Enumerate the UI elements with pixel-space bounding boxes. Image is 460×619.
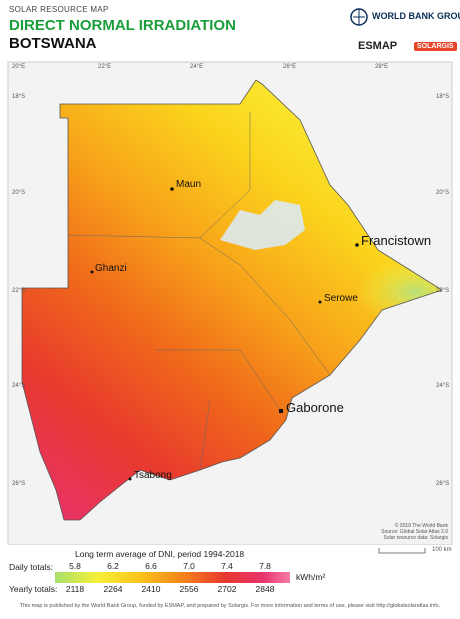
legend-title: Long term average of DNI, period 1994-20… [75, 549, 245, 559]
yearly-value: 2702 [217, 584, 237, 594]
city-label: Gaborone [286, 400, 344, 415]
lat-label: 24°S [436, 383, 449, 389]
yearly-label: Yearly totals: [9, 584, 58, 594]
wb-logo [350, 8, 368, 26]
lat-label: 22°S [12, 288, 25, 294]
daily-value: 7.4 [221, 561, 233, 571]
district-lines [67, 112, 331, 471]
yearly-value: 2410 [141, 584, 161, 594]
daily-value: 7.8 [259, 561, 271, 571]
credit: © 2019 The World Bank [395, 522, 449, 529]
lat-label: 20°S [436, 190, 449, 196]
country: BOTSWANA [9, 35, 97, 52]
title: DIRECT NORMAL IRRADIATION [9, 17, 236, 34]
map: 20°E 22°E 24°E 26°E 28°E 18°S 18°S 20°S … [7, 61, 453, 545]
city-label: Ghanzi [95, 263, 127, 274]
lat-label: 18°S [12, 94, 25, 100]
lon-label: 28°E [375, 64, 388, 70]
logo-solargis: SOLARGIS [414, 42, 457, 51]
scale-label: 100 km [432, 547, 452, 553]
lat-label: 26°S [436, 481, 449, 487]
credit: Source: Global Solar Atlas 2.0 [381, 529, 448, 535]
city-label: Francistown [361, 233, 431, 248]
daily-value: 5.8 [69, 561, 81, 571]
scale-bar [378, 548, 426, 554]
legend-colorbar [55, 572, 290, 583]
lon-label: 22°E [98, 64, 111, 70]
logo-worldbank: WORLD BANK GROUP [372, 11, 460, 21]
daily-label: Daily totals: [9, 562, 53, 572]
lat-label: 26°S [12, 481, 25, 487]
city-label: Serowe [324, 293, 358, 304]
supertitle: SOLAR RESOURCE MAP [9, 5, 109, 14]
yearly-value: 2118 [65, 584, 85, 594]
lat-label: 20°S [12, 190, 25, 196]
city-label: Tsabong [134, 470, 172, 481]
lon-label: 26°E [283, 64, 296, 70]
daily-value: 6.6 [145, 561, 157, 571]
lon-label: 24°E [190, 64, 203, 70]
lat-label: 22°S [436, 288, 449, 294]
logo-esmap: ESMAP [358, 40, 398, 52]
yearly-value: 2848 [255, 584, 275, 594]
yearly-value: 2556 [179, 584, 199, 594]
lat-label: 18°S [436, 94, 449, 100]
daily-value: 7.0 [183, 561, 195, 571]
lon-label: 20°E [12, 64, 25, 70]
legend-unit: kWh/m² [296, 572, 326, 582]
yearly-value: 2264 [103, 584, 123, 594]
lat-label: 24°S [12, 383, 25, 389]
credit: Solar resource data: Solargis [384, 535, 449, 541]
city-label: Maun [176, 179, 201, 190]
daily-value: 6.2 [107, 561, 119, 571]
footer: This map is published by the World Bank … [19, 603, 441, 609]
